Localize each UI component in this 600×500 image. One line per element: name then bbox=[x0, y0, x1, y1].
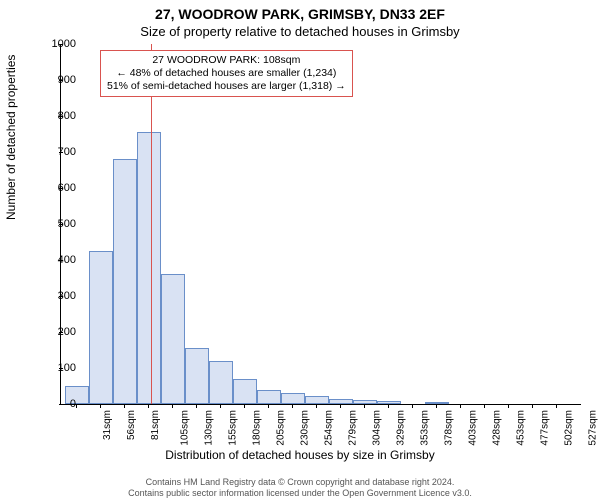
y-tick-mark bbox=[59, 368, 63, 369]
y-tick-label: 600 bbox=[40, 182, 76, 194]
x-tick-label: 205sqm bbox=[276, 410, 287, 446]
y-tick-label: 1000 bbox=[40, 38, 76, 50]
x-tick-mark bbox=[364, 404, 365, 408]
x-tick-mark bbox=[340, 404, 341, 408]
x-tick-mark bbox=[76, 404, 77, 408]
x-tick-label: 304sqm bbox=[372, 410, 383, 446]
y-tick-mark bbox=[59, 116, 63, 117]
x-tick-mark bbox=[196, 404, 197, 408]
histogram-bar bbox=[161, 274, 185, 404]
y-tick-mark bbox=[59, 332, 63, 333]
histogram-bar bbox=[233, 379, 257, 404]
x-tick-label: 31sqm bbox=[102, 410, 113, 440]
histogram-bar bbox=[353, 400, 377, 404]
x-tick-label: 403sqm bbox=[468, 410, 479, 446]
annotation-line: 27 WOODROW PARK: 108sqm bbox=[107, 54, 346, 67]
y-tick-mark bbox=[59, 404, 63, 405]
x-tick-label: 130sqm bbox=[204, 410, 215, 446]
x-tick-label: 105sqm bbox=[180, 410, 191, 446]
y-tick-mark bbox=[59, 44, 63, 45]
histogram-bar bbox=[425, 402, 449, 404]
plot-area bbox=[60, 44, 581, 405]
y-tick-label: 900 bbox=[40, 74, 76, 86]
x-tick-label: 453sqm bbox=[516, 410, 527, 446]
x-tick-label: 230sqm bbox=[300, 410, 311, 446]
y-tick-label: 500 bbox=[40, 218, 76, 230]
x-tick-mark bbox=[556, 404, 557, 408]
x-tick-label: 502sqm bbox=[564, 410, 575, 446]
footer-line: Contains HM Land Registry data © Crown c… bbox=[0, 477, 600, 487]
y-tick-mark bbox=[59, 224, 63, 225]
y-tick-label: 800 bbox=[40, 110, 76, 122]
x-tick-mark bbox=[244, 404, 245, 408]
x-tick-label: 81sqm bbox=[150, 410, 161, 440]
chart-container: 27, WOODROW PARK, GRIMSBY, DN33 2EF Size… bbox=[0, 0, 600, 500]
x-tick-label: 155sqm bbox=[228, 410, 239, 446]
x-tick-mark bbox=[460, 404, 461, 408]
histogram-bar bbox=[329, 399, 353, 404]
chart-subtitle: Size of property relative to detached ho… bbox=[0, 24, 600, 39]
x-tick-mark bbox=[148, 404, 149, 408]
x-tick-mark bbox=[220, 404, 221, 408]
x-tick-label: 329sqm bbox=[396, 410, 407, 446]
y-tick-mark bbox=[59, 296, 63, 297]
x-tick-mark bbox=[268, 404, 269, 408]
x-tick-mark bbox=[508, 404, 509, 408]
histogram-bar bbox=[281, 393, 305, 404]
x-tick-label: 279sqm bbox=[348, 410, 359, 446]
x-tick-label: 56sqm bbox=[126, 410, 137, 440]
x-tick-label: 477sqm bbox=[540, 410, 551, 446]
histogram-bar bbox=[257, 390, 281, 404]
y-tick-mark bbox=[59, 260, 63, 261]
x-tick-mark bbox=[292, 404, 293, 408]
x-axis-label: Distribution of detached houses by size … bbox=[0, 448, 600, 462]
x-tick-label: 180sqm bbox=[252, 410, 263, 446]
x-tick-mark bbox=[100, 404, 101, 408]
y-tick-label: 400 bbox=[40, 254, 76, 266]
histogram-bar bbox=[113, 159, 137, 404]
y-tick-label: 0 bbox=[40, 398, 76, 410]
y-tick-label: 300 bbox=[40, 290, 76, 302]
y-tick-mark bbox=[59, 188, 63, 189]
histogram-bar bbox=[89, 251, 113, 404]
y-tick-label: 100 bbox=[40, 362, 76, 374]
x-tick-mark bbox=[436, 404, 437, 408]
y-tick-mark bbox=[59, 152, 63, 153]
footer-attribution: Contains HM Land Registry data © Crown c… bbox=[0, 477, 600, 498]
annotation-line: ← 48% of detached houses are smaller (1,… bbox=[107, 67, 346, 80]
x-tick-mark bbox=[388, 404, 389, 408]
x-tick-label: 353sqm bbox=[420, 410, 431, 446]
footer-line: Contains public sector information licen… bbox=[0, 488, 600, 498]
x-tick-mark bbox=[172, 404, 173, 408]
subject-marker-line bbox=[151, 44, 152, 404]
histogram-bar bbox=[305, 396, 329, 404]
y-tick-label: 700 bbox=[40, 146, 76, 158]
histogram-bar bbox=[185, 348, 209, 404]
x-tick-label: 254sqm bbox=[324, 410, 335, 446]
x-tick-mark bbox=[412, 404, 413, 408]
y-tick-mark bbox=[59, 80, 63, 81]
x-tick-mark bbox=[484, 404, 485, 408]
histogram-bar bbox=[209, 361, 233, 404]
y-axis-label: Number of detached properties bbox=[4, 55, 18, 220]
highlight-annotation: 27 WOODROW PARK: 108sqm ← 48% of detache… bbox=[100, 50, 353, 97]
histogram-bar bbox=[377, 401, 401, 404]
x-tick-label: 527sqm bbox=[588, 410, 599, 446]
annotation-line: 51% of semi-detached houses are larger (… bbox=[107, 80, 346, 93]
chart-title: 27, WOODROW PARK, GRIMSBY, DN33 2EF bbox=[0, 6, 600, 22]
y-tick-label: 200 bbox=[40, 326, 76, 338]
x-tick-label: 378sqm bbox=[444, 410, 455, 446]
histogram-bar bbox=[137, 132, 161, 404]
x-tick-mark bbox=[532, 404, 533, 408]
x-tick-mark bbox=[124, 404, 125, 408]
x-tick-mark bbox=[316, 404, 317, 408]
x-tick-label: 428sqm bbox=[492, 410, 503, 446]
